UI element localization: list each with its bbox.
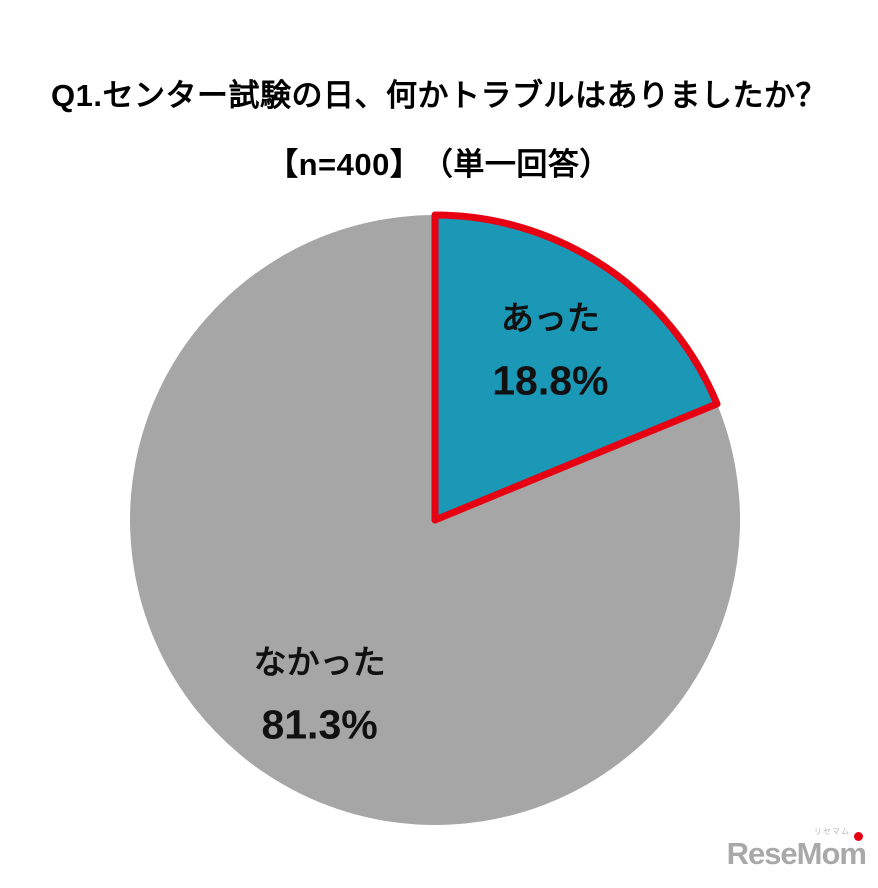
chart-title-line1: Q1.センター試験の日、何かトラブルはありましたか？ xyxy=(51,78,827,113)
resemom-logo: リセマム ReseMom xyxy=(726,826,867,882)
logo-red-dot xyxy=(854,832,863,841)
chart-title: Q1.センター試験の日、何かトラブルはありましたか？ 【n=400】 （単一回答… xyxy=(0,70,878,184)
pie-slice-0 xyxy=(431,211,721,524)
logo-text: ReseMom xyxy=(726,836,867,871)
logo-subtext: リセマム xyxy=(814,827,850,836)
chart-title-line2: 【n=400】 （単一回答） xyxy=(267,147,611,182)
